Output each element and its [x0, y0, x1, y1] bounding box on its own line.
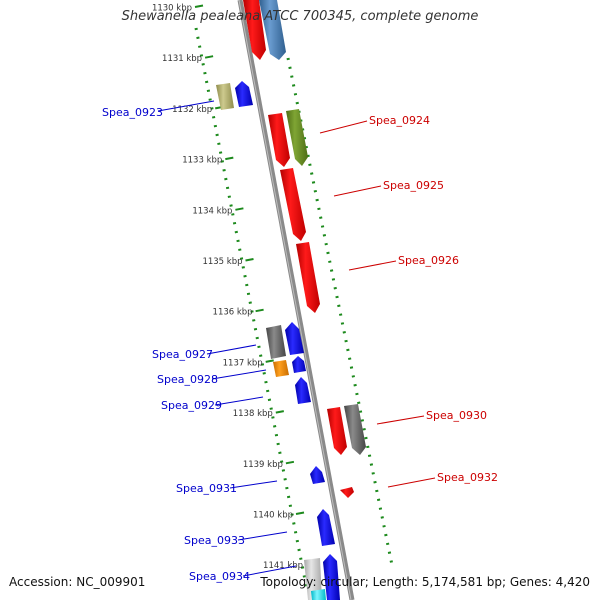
- gene-label-spea-0926[interactable]: Spea_0926: [398, 254, 459, 267]
- gene-cyan-arrow: [311, 589, 326, 600]
- leader-spea-0934: [242, 565, 297, 577]
- gene-olive-arrow: [286, 109, 308, 166]
- gene-spea-0927-arrow[interactable]: [285, 322, 304, 355]
- leader-spea-0929: [214, 396, 264, 406]
- gene-spea-0930-arrow[interactable]: [327, 407, 347, 455]
- gene-label-spea-0934[interactable]: Spea_0934: [189, 570, 250, 583]
- leader-spea-0924: [319, 120, 368, 134]
- gene-spea-0931-arrow[interactable]: [310, 466, 325, 484]
- scale-tick-label: 1139 kbp: [243, 460, 283, 470]
- gene-label-spea-0928[interactable]: Spea_0928: [157, 373, 218, 386]
- scale-tick-label: 1133 kbp: [182, 156, 222, 166]
- leader-spea-0930: [376, 415, 425, 425]
- gene-khaki-arrow: [216, 83, 234, 110]
- genome-backbone: [237, 0, 355, 601]
- leader-spea-0928: [211, 369, 267, 380]
- leader-spea-0925: [333, 185, 382, 197]
- inner-track-dots: [194, 27, 309, 591]
- gene-label-spea-0932[interactable]: Spea_0932: [437, 471, 498, 484]
- gene-spea-0934-arrow[interactable]: [323, 554, 340, 600]
- gene-label-spea-0927[interactable]: Spea_0927: [152, 348, 213, 361]
- scale-tick: [265, 359, 274, 363]
- gene-spea-0933-arrow[interactable]: [317, 509, 335, 546]
- gene-spea-0923-arrow[interactable]: [235, 81, 253, 107]
- leader-spea-0923: [157, 100, 215, 112]
- gene-top-steel-arrow: [259, 0, 286, 60]
- leader-spea-0927: [206, 344, 257, 355]
- map-title: Shewanella pealeana ATCC 700345, complet…: [121, 9, 479, 24]
- gene-label-spea-0930[interactable]: Spea_0930: [426, 409, 487, 422]
- accession-text: Accession: NC_009901: [9, 575, 146, 589]
- gene-label-spea-0925[interactable]: Spea_0925: [383, 179, 444, 192]
- gene-orange-arrow: [273, 360, 289, 377]
- gene-label-spea-0931[interactable]: Spea_0931: [176, 482, 237, 495]
- gene-label-spea-0929[interactable]: Spea_0929: [161, 399, 222, 412]
- genome-backbone-highlight: [238, 0, 352, 601]
- scale-tick: [204, 55, 214, 59]
- gene-light-gray-arrow: [304, 558, 322, 600]
- scale-tick-label: 1141 kbp: [263, 561, 303, 571]
- leader-spea-0932: [387, 477, 436, 488]
- scale-tick-label: 1132 kbp: [172, 105, 212, 115]
- gene-top-red-arrow[interactable]: [243, 0, 266, 60]
- scale-tick-label: 1130 kbp: [152, 4, 192, 14]
- scale-tick-label: 1140 kbp: [253, 511, 293, 521]
- scale-tick-label: 1137 kbp: [223, 358, 263, 368]
- scale-tick: [285, 460, 295, 465]
- scale-tick: [225, 156, 234, 161]
- gene-gray-left-arrow: [266, 325, 286, 359]
- gene-spea-0925-arrow[interactable]: [280, 168, 306, 241]
- scale-tick-label: 1135 kbp: [202, 257, 242, 267]
- gene-spea-0926-arrow[interactable]: [296, 242, 320, 313]
- gene-spea-0928-arrow[interactable]: [292, 356, 306, 373]
- gene-label-spea-0923[interactable]: Spea_0923: [102, 106, 163, 119]
- scale-ticks: 1130 kbp 1131 kbp 1132 kbp 1133 kbp 1134 kbp…: [152, 4, 315, 571]
- scale-tick: [245, 258, 254, 262]
- scale-tick-label: 1131 kbp: [162, 54, 202, 64]
- gene-spea-0932-arrow[interactable]: [340, 487, 354, 498]
- scale-tick: [194, 4, 204, 8]
- scale-tick: [275, 410, 284, 414]
- leader-spea-0933: [237, 531, 288, 541]
- gene-label-spea-0924[interactable]: Spea_0924: [369, 114, 430, 127]
- gene-label-spea-0933[interactable]: Spea_0933: [184, 534, 245, 547]
- leader-spea-0931: [229, 480, 278, 489]
- gene-spea-0924-arrow[interactable]: [268, 113, 290, 167]
- gene-spea-0929-arrow[interactable]: [295, 377, 311, 404]
- leader-spea-0926: [348, 260, 397, 271]
- scale-tick-label: 1136 kbp: [213, 308, 253, 318]
- scale-tick: [255, 308, 264, 313]
- scale-tick: [295, 511, 305, 515]
- scale-tick: [235, 207, 244, 211]
- scale-tick-label: 1134 kbp: [192, 206, 232, 216]
- scale-tick-label: 1138 kbp: [233, 409, 273, 419]
- topology-summary: Topology: circular; Length: 5,174,581 bp…: [260, 575, 590, 589]
- gene-gray-right-arrow: [344, 404, 366, 455]
